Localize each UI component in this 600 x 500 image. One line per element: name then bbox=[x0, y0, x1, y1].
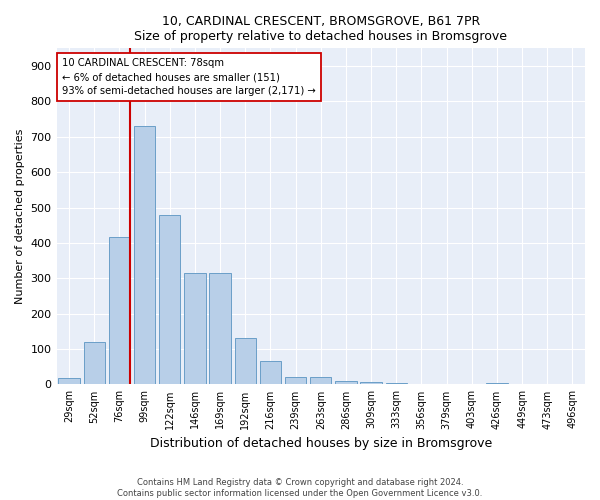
Bar bbox=[58, 378, 80, 384]
Title: 10, CARDINAL CRESCENT, BROMSGROVE, B61 7PR
Size of property relative to detached: 10, CARDINAL CRESCENT, BROMSGROVE, B61 7… bbox=[134, 15, 507, 43]
Y-axis label: Number of detached properties: Number of detached properties bbox=[15, 128, 25, 304]
Bar bbox=[260, 362, 281, 384]
Bar bbox=[285, 376, 307, 384]
Bar bbox=[235, 338, 256, 384]
X-axis label: Distribution of detached houses by size in Bromsgrove: Distribution of detached houses by size … bbox=[149, 437, 492, 450]
Text: Contains HM Land Registry data © Crown copyright and database right 2024.
Contai: Contains HM Land Registry data © Crown c… bbox=[118, 478, 482, 498]
Bar bbox=[310, 378, 331, 384]
Bar bbox=[184, 273, 206, 384]
Text: 10 CARDINAL CRESCENT: 78sqm
← 6% of detached houses are smaller (151)
93% of sem: 10 CARDINAL CRESCENT: 78sqm ← 6% of deta… bbox=[62, 58, 316, 96]
Bar bbox=[386, 382, 407, 384]
Bar bbox=[83, 342, 105, 384]
Bar bbox=[134, 126, 155, 384]
Bar bbox=[335, 381, 356, 384]
Bar bbox=[109, 236, 130, 384]
Bar bbox=[209, 273, 231, 384]
Bar bbox=[486, 382, 508, 384]
Bar bbox=[361, 382, 382, 384]
Bar bbox=[159, 216, 181, 384]
